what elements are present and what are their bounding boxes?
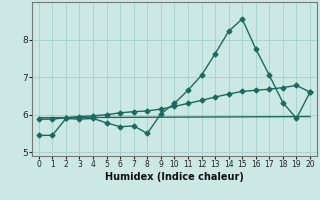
X-axis label: Humidex (Indice chaleur): Humidex (Indice chaleur)	[105, 172, 244, 182]
